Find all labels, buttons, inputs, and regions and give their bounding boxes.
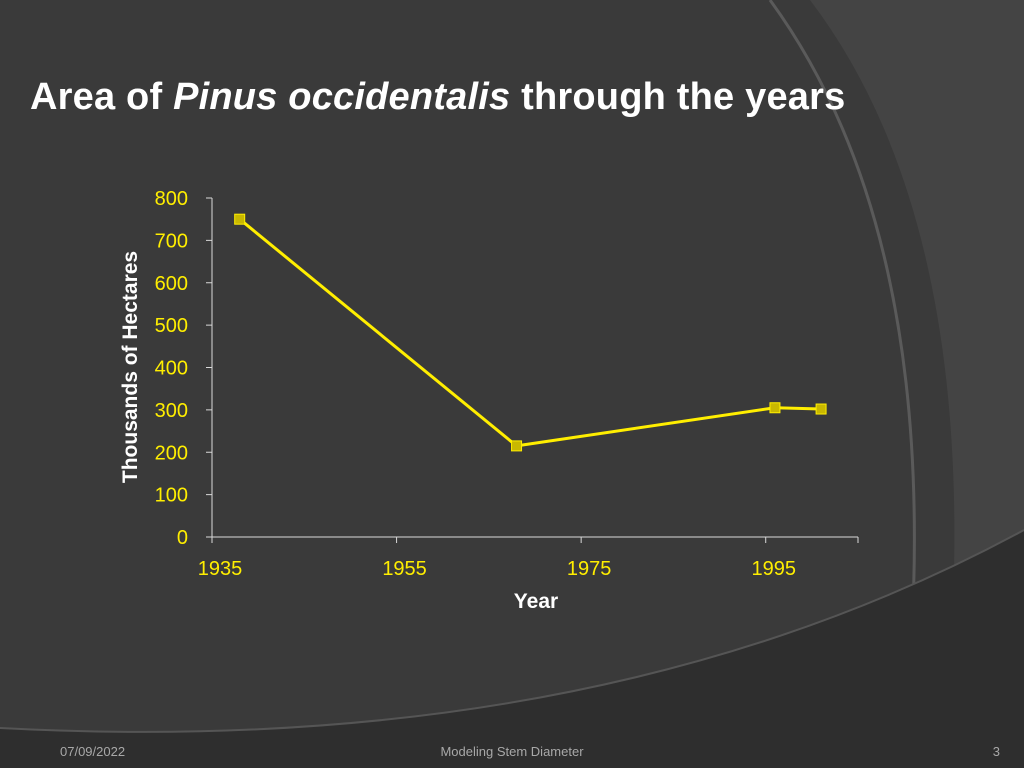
x-axis-label: Year <box>514 590 558 613</box>
y-tick-label: 800 <box>155 188 188 210</box>
y-tick-label: 500 <box>155 315 188 337</box>
y-axis-label: Thousands of Hectares <box>119 251 142 483</box>
y-tick-label: 300 <box>155 400 188 422</box>
y-tick-label: 200 <box>155 442 188 464</box>
title-species-name: Pinus occidentalis <box>173 76 511 118</box>
x-tick-label: 1975 <box>567 558 612 580</box>
y-tick-label: 100 <box>155 485 188 507</box>
footer-title: Modeling Stem Diameter <box>440 744 584 759</box>
y-tick-label: 400 <box>155 358 188 380</box>
data-point-marker <box>815 403 827 415</box>
footer-page-number: 3 <box>992 744 1000 759</box>
x-tick-label: 1995 <box>751 558 796 580</box>
title-part-2: through the years <box>510 76 846 118</box>
y-tick-label: 600 <box>155 273 188 295</box>
title-part-1: Area of <box>30 76 174 118</box>
data-point-marker <box>511 440 523 452</box>
x-tick-label: 1935 <box>198 558 243 580</box>
data-point-marker <box>234 213 246 225</box>
footer-date: 07/09/2022 <box>60 744 126 759</box>
page-title: Area of Pinus occidentalis through the y… <box>30 76 845 119</box>
x-tick-label: 1955 <box>382 558 427 580</box>
y-tick-label: 700 <box>155 230 188 252</box>
series-line <box>238 218 822 448</box>
y-tick-label: 0 <box>177 527 188 549</box>
data-point-marker <box>769 402 781 414</box>
